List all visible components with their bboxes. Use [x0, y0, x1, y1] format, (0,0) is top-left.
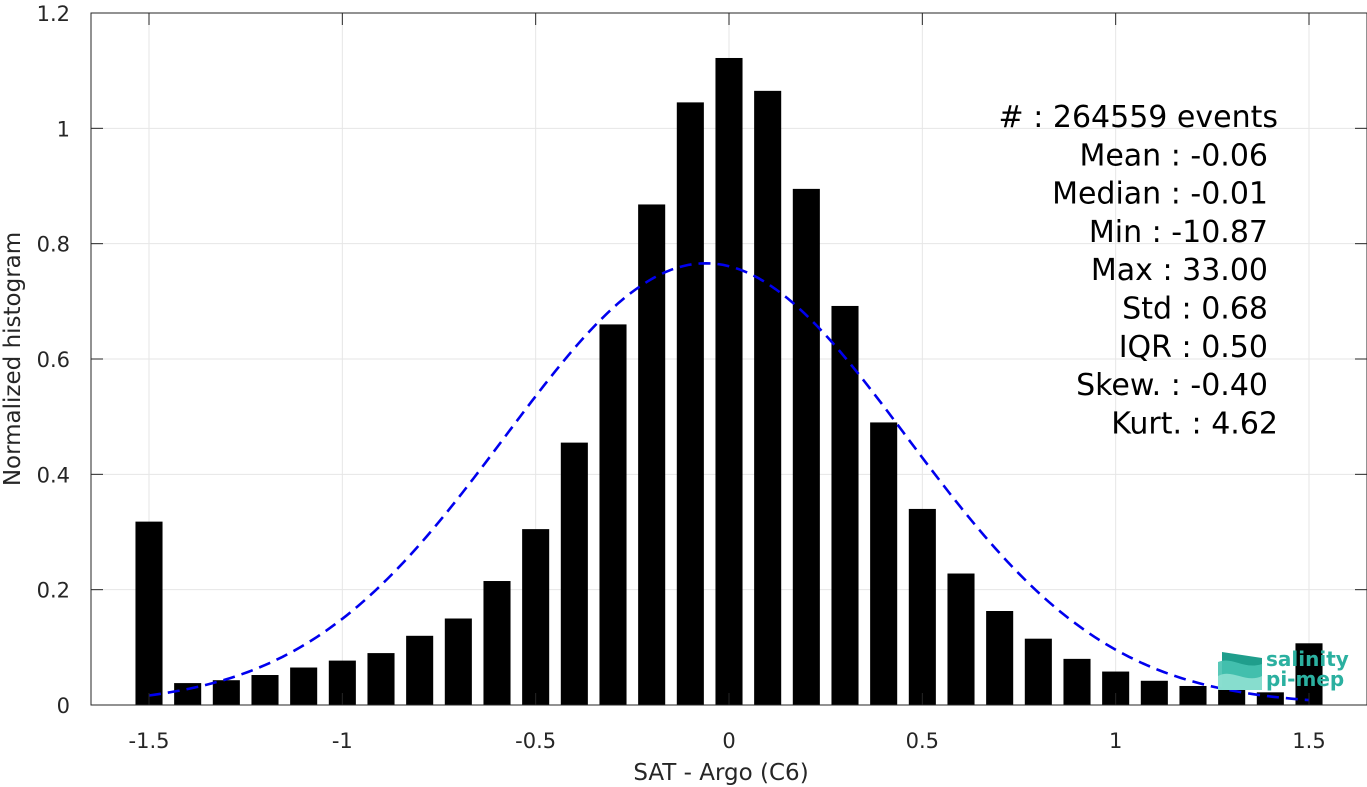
histogram-bar — [831, 305, 859, 705]
stat-kurt: Kurt. : 4.62 — [1111, 406, 1278, 441]
stat-max: Max : 33.00 — [1091, 253, 1268, 288]
stat-median: Median : -0.01 — [1052, 177, 1268, 212]
histogram-bar — [483, 581, 511, 705]
y-tick-label: 0 — [57, 694, 70, 718]
histogram-bar — [444, 618, 472, 705]
histogram-bar — [638, 204, 666, 705]
stat-skew: Skew. : -0.40 — [1076, 368, 1268, 403]
histogram-bar — [599, 324, 627, 705]
histogram-bar — [522, 529, 550, 705]
histogram-bar — [908, 508, 936, 705]
y-axis-label: Normalized histogram — [0, 232, 26, 486]
stat-iqr: IQR : 0.50 — [1119, 330, 1268, 365]
logo-text-salinity: salinity — [1266, 647, 1349, 671]
statistics-annotation: # : 264559 events Mean : -0.06 Median : … — [999, 100, 1278, 441]
axis-ticks: -1.5 -1 -0.5 0 0.5 1 1.5 0 0.2 0.4 0.6 0.8 1 1.2 — [37, 2, 1367, 753]
x-tick-label: 0.5 — [906, 729, 939, 753]
y-tick-label: 1.2 — [37, 2, 70, 26]
histogram-bar — [715, 57, 743, 706]
gaussian-fit-curve — [148, 261, 1310, 702]
histogram-bar — [986, 611, 1014, 705]
logo-wave-icon — [1218, 652, 1262, 690]
x-axis-label: SAT - Argo (C6) — [633, 760, 808, 786]
y-tick-label: 0.2 — [37, 579, 70, 603]
histogram-bar — [676, 102, 704, 706]
logo-text-pi-mep: pi-mep — [1266, 667, 1344, 691]
histogram-bar — [367, 653, 395, 705]
histogram-bar — [870, 422, 898, 705]
histogram-bar — [212, 680, 240, 705]
histogram-bar — [406, 635, 434, 705]
histogram-bar — [792, 188, 820, 706]
y-tick-label: 1 — [57, 117, 70, 141]
histogram-bar — [1179, 685, 1207, 705]
histogram-bar — [1024, 638, 1052, 705]
y-tick-label: 0.8 — [37, 233, 70, 257]
histogram-bar — [947, 573, 975, 705]
histogram-bar — [251, 675, 279, 705]
x-tick-label: 0 — [722, 729, 735, 753]
y-tick-label: 0.4 — [37, 463, 70, 487]
y-tick-label: 0.6 — [37, 348, 70, 372]
stat-events: # : 264559 events — [999, 100, 1278, 135]
histogram-bar — [560, 442, 588, 705]
stat-std: Std : 0.68 — [1122, 292, 1268, 327]
histogram-bar — [290, 667, 318, 705]
histogram-bar — [754, 90, 782, 706]
x-tick-label: -1.5 — [129, 729, 170, 753]
x-tick-label: 1 — [1109, 729, 1122, 753]
histogram-bar — [135, 521, 163, 705]
salinity-pi-mep-logo: salinity pi-mep — [1218, 647, 1349, 691]
x-tick-label: -0.5 — [515, 729, 556, 753]
histogram-bars — [135, 57, 1323, 706]
histogram-bar — [1140, 680, 1168, 705]
x-tick-label: -1 — [332, 729, 353, 753]
histogram-bar — [1256, 692, 1284, 705]
stat-min: Min : -10.87 — [1089, 215, 1268, 250]
stat-mean: Mean : -0.06 — [1079, 138, 1268, 173]
x-tick-label: 1.5 — [1292, 729, 1325, 753]
histogram-bar — [1063, 658, 1091, 705]
